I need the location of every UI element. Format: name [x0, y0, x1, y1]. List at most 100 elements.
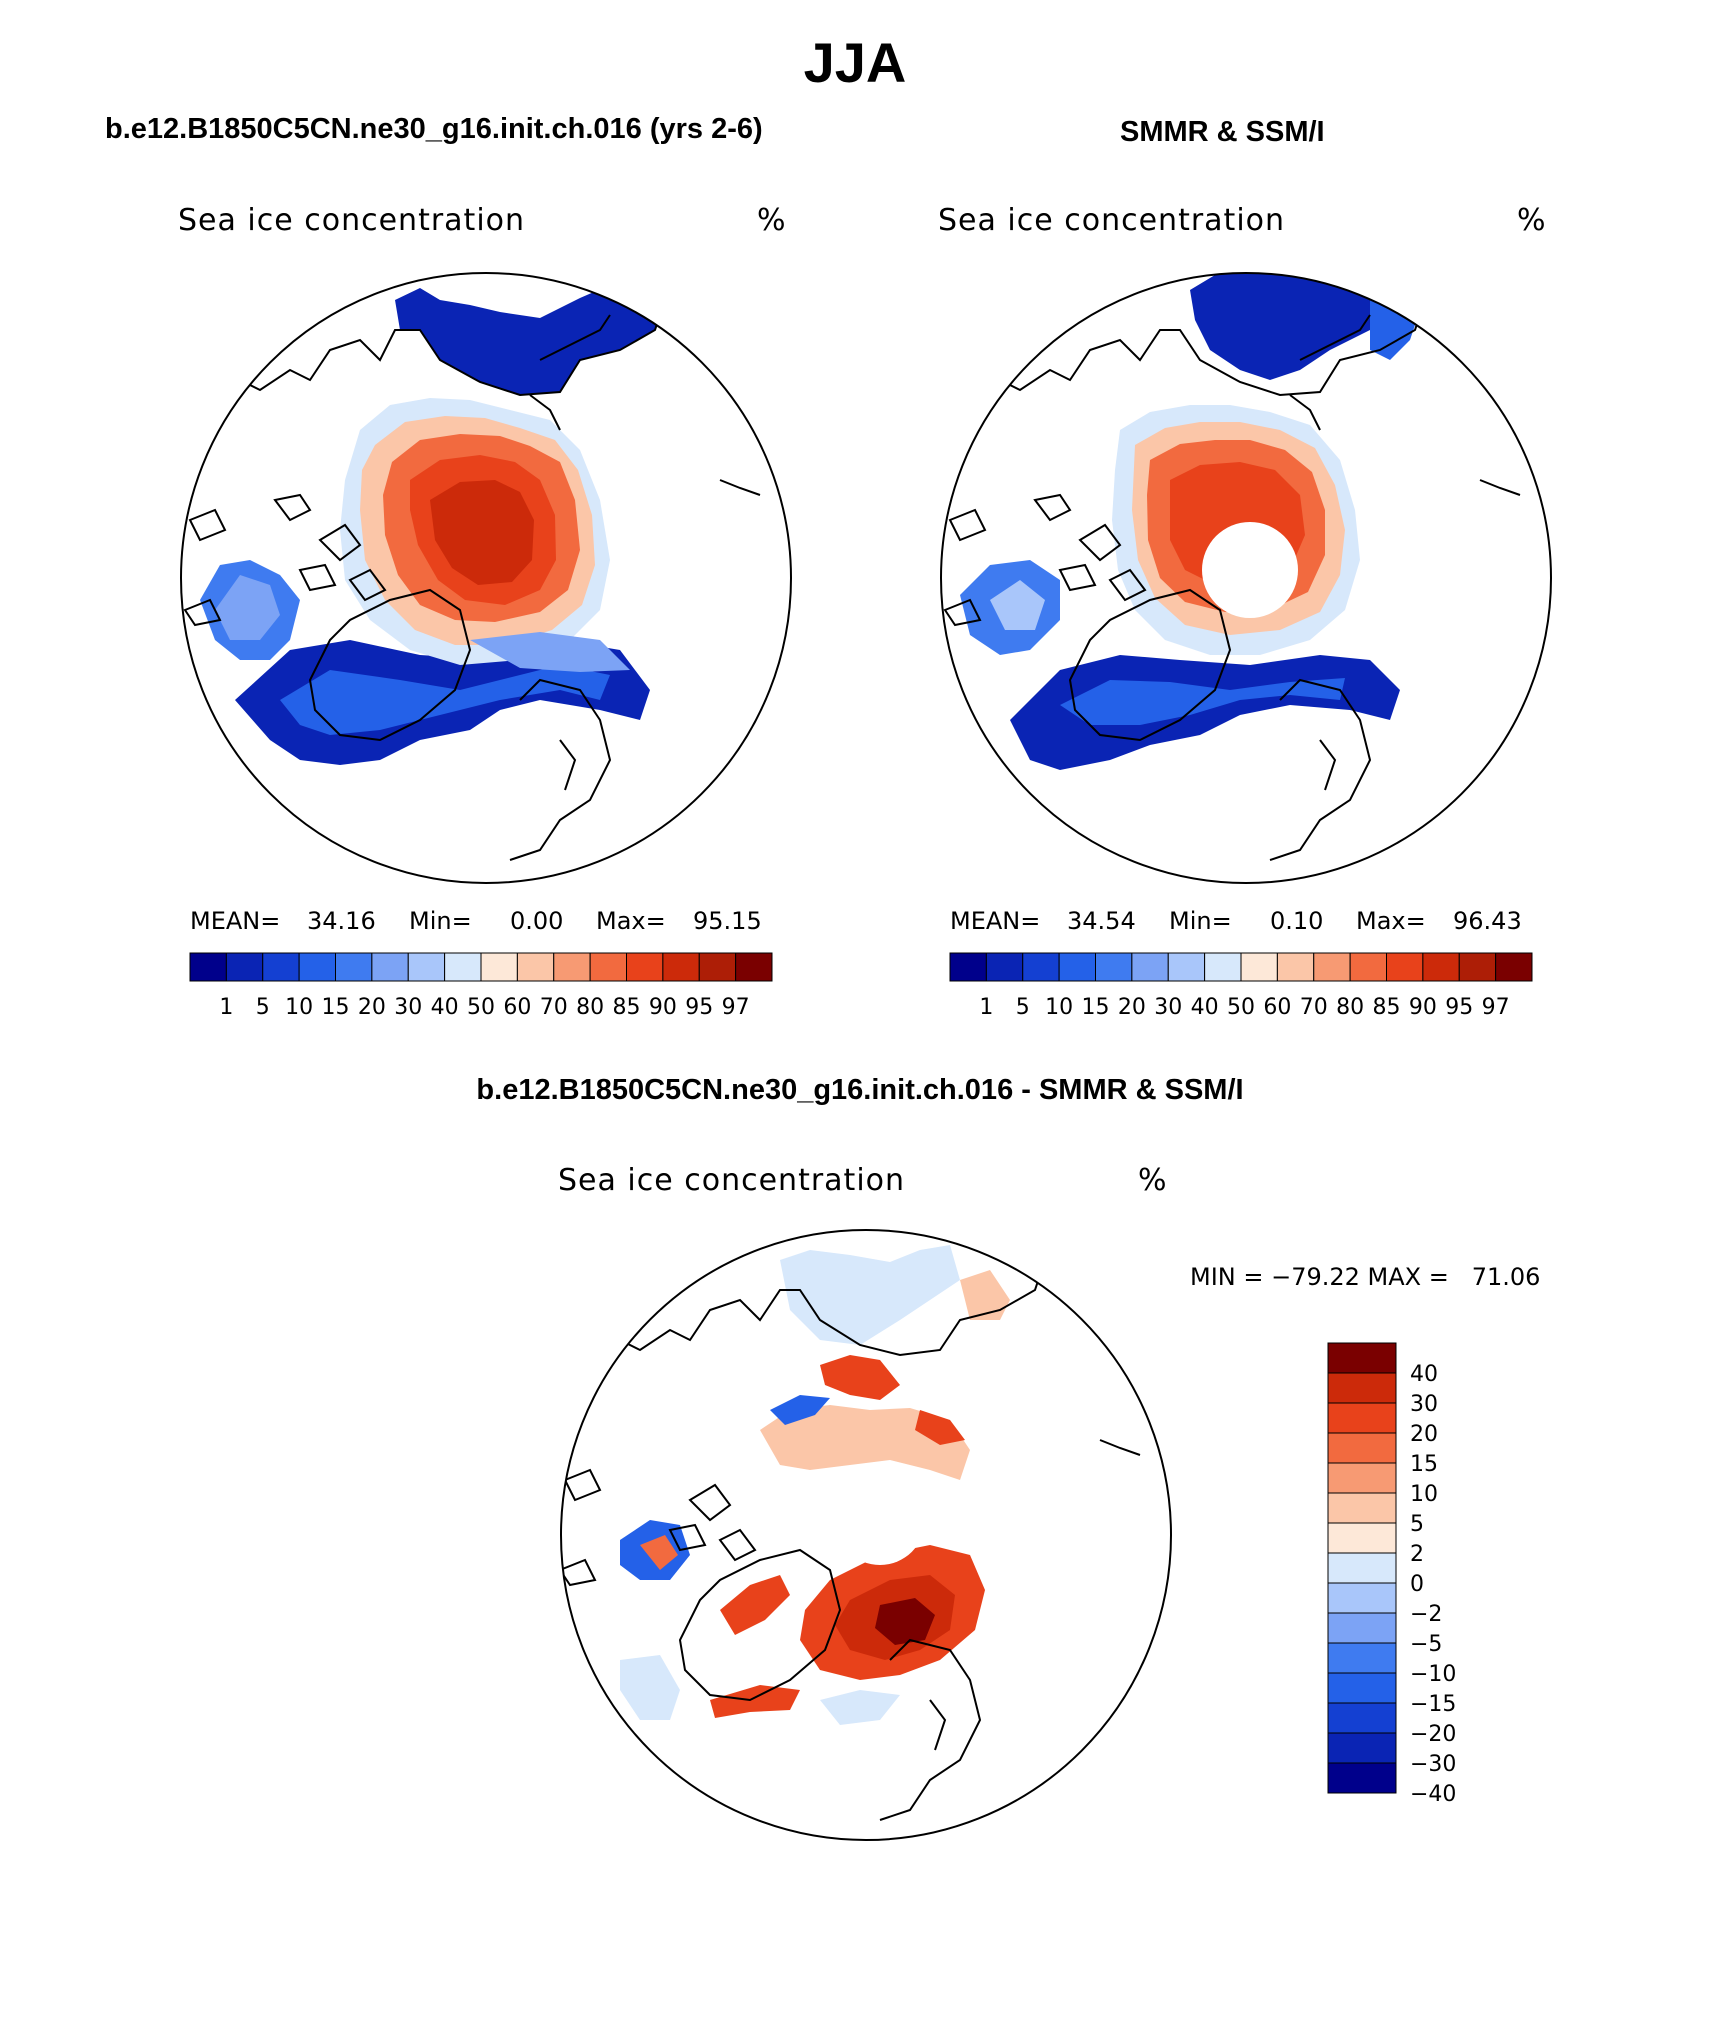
obs-colorbar-tick-label: 30	[1154, 995, 1182, 1020]
model-max-value: 95.15	[693, 907, 762, 935]
model-map-boundary	[180, 272, 792, 884]
model-colorbar-swatch	[480, 952, 518, 982]
obs-colorbar-swatch	[1095, 952, 1133, 982]
model-colorbar-swatch	[371, 952, 409, 982]
difference-colorbar-swatch	[1327, 1432, 1397, 1464]
model-colorbar-tick-label: 50	[467, 995, 495, 1020]
obs-colorbar-tick-label: 5	[1016, 995, 1030, 1020]
difference-colorbar-tick-label: 10	[1410, 1482, 1438, 1507]
obs-colorbar-swatch	[1422, 952, 1460, 982]
model-colorbar-swatch	[407, 952, 446, 982]
diff-units-label: %	[1138, 1163, 1168, 1198]
model-colorbar-swatch	[553, 952, 591, 982]
difference-colorbar-swatch	[1327, 1342, 1397, 1374]
model-colorbar-swatch	[444, 952, 482, 982]
difference-colorbar-tick-label: 20	[1410, 1422, 1438, 1447]
obs-variable-label: Sea ice concentration	[938, 203, 1286, 238]
obs-colorbar-swatch	[949, 952, 987, 982]
difference-colorbar-swatch	[1327, 1462, 1397, 1494]
model-colorbar-swatch	[662, 952, 700, 982]
model-colorbar-tick-label: 5	[256, 995, 270, 1020]
model-colorbar-swatch	[335, 952, 373, 982]
model-colorbar-tick-label: 80	[576, 995, 604, 1020]
obs-colorbar-swatch	[1058, 952, 1096, 982]
model-colorbar-tick-label: 95	[685, 995, 713, 1020]
difference-map-boundary	[560, 1229, 1172, 1841]
obs-min-label: Min=	[1169, 907, 1232, 935]
difference-colorbar-tick-label: −30	[1410, 1752, 1456, 1777]
figure-title: JJA	[803, 31, 907, 94]
obs-panel-title: SMMR & SSM/I	[1120, 116, 1325, 148]
obs-colorbar-tick-label: 15	[1082, 995, 1110, 1020]
obs-colorbar-swatch	[1167, 952, 1206, 982]
obs-colorbar-tick-label: 60	[1263, 995, 1291, 1020]
obs-colorbar-swatch	[1022, 952, 1060, 982]
model-colorbar-tick-label: 1	[219, 995, 233, 1020]
model-colorbar-tick-label: 15	[322, 995, 350, 1020]
model-colorbar-swatch	[698, 952, 737, 982]
difference-colorbar-swatch	[1327, 1492, 1397, 1524]
obs-map	[940, 272, 1552, 884]
model-panel-title: b.e12.B1850C5CN.ne30_g16.init.ch.016 (yr…	[105, 113, 763, 145]
model-colorbar-swatch	[189, 952, 227, 982]
difference-colorbar-tick-label: −5	[1410, 1632, 1442, 1657]
model-colorbar-tick-label: 97	[722, 995, 750, 1020]
obs-colorbar-tick-label: 90	[1409, 995, 1437, 1020]
model-colorbar-swatch	[298, 952, 336, 982]
model-mean-value: 34.16	[307, 907, 376, 935]
model-colorbar-swatch	[626, 952, 664, 982]
obs-colorbar-swatch	[1131, 952, 1169, 982]
obs-colorbar-swatch	[1313, 952, 1351, 982]
obs-colorbar-tick-label: 40	[1191, 995, 1219, 1020]
difference-colorbar-tick-label: 2	[1410, 1542, 1424, 1567]
difference-colorbar-tick-label: −2	[1410, 1602, 1442, 1627]
model-map	[180, 272, 792, 884]
obs-colorbar-tick-label: 95	[1445, 995, 1473, 1020]
difference-colorbar-swatch	[1327, 1552, 1397, 1584]
difference-colorbar-swatch	[1327, 1402, 1397, 1434]
model-colorbar-tick-label: 70	[540, 995, 568, 1020]
model-min-value: 0.00	[510, 907, 564, 935]
difference-colorbar-tick-label: −10	[1410, 1662, 1456, 1687]
model-units-label: %	[757, 203, 787, 238]
obs-mean-value: 34.54	[1067, 907, 1136, 935]
obs-colorbar-swatch	[1276, 952, 1315, 982]
model-colorbar-tick-label: 60	[503, 995, 531, 1020]
difference-colorbar-tick-label: 0	[1410, 1572, 1424, 1597]
model-colorbar-swatch	[516, 952, 555, 982]
difference-coastlines	[561, 1239, 1141, 1821]
difference-colorbar-tick-label: −40	[1410, 1782, 1456, 1807]
difference-colorbar-tick-label: 30	[1410, 1392, 1438, 1417]
difference-colorbar-swatch	[1327, 1762, 1397, 1794]
model-colorbar-swatch	[225, 952, 264, 982]
obs-max-value: 96.43	[1453, 907, 1522, 935]
obs-colorbar-swatch	[1349, 952, 1387, 982]
obs-colorbar-tick-label: 20	[1118, 995, 1146, 1020]
model-colorbar-tick-label: 85	[613, 995, 641, 1020]
model-colorbar-swatch	[735, 952, 773, 982]
difference-colorbar-tick-label: 15	[1410, 1452, 1438, 1477]
model-min-label: Min=	[409, 907, 472, 935]
obs-colorbar-tick-label: 1	[979, 995, 993, 1020]
difference-colorbar-tick-label: 5	[1410, 1512, 1424, 1537]
obs-colorbar-swatch	[1386, 952, 1424, 982]
obs-map-boundary	[940, 272, 1552, 884]
diff-variable-label: Sea ice concentration	[558, 1163, 906, 1198]
model-colorbar-swatch	[589, 952, 627, 982]
obs-max-label: Max=	[1356, 907, 1426, 935]
difference-colorbar-swatch	[1327, 1522, 1397, 1554]
difference-colorbar-swatch	[1327, 1672, 1397, 1704]
obs-colorbar-tick-label: 10	[1045, 995, 1073, 1020]
diff-pole-hole	[835, 1475, 925, 1565]
model-colorbar: 1 5 10 15 20 30 40 50 60 70 80 85 90 95 97	[189, 952, 773, 1020]
obs-colorbar-swatch	[985, 952, 1024, 982]
model-colorbar-tick-label: 40	[431, 995, 459, 1020]
difference-colorbar-swatch	[1327, 1612, 1397, 1644]
difference-colorbar-swatch	[1327, 1702, 1397, 1734]
model-colorbar-swatch	[262, 952, 300, 982]
difference-colorbar-swatch	[1327, 1732, 1397, 1764]
obs-coastlines	[943, 279, 1521, 861]
obs-pole-hole	[1202, 522, 1298, 618]
